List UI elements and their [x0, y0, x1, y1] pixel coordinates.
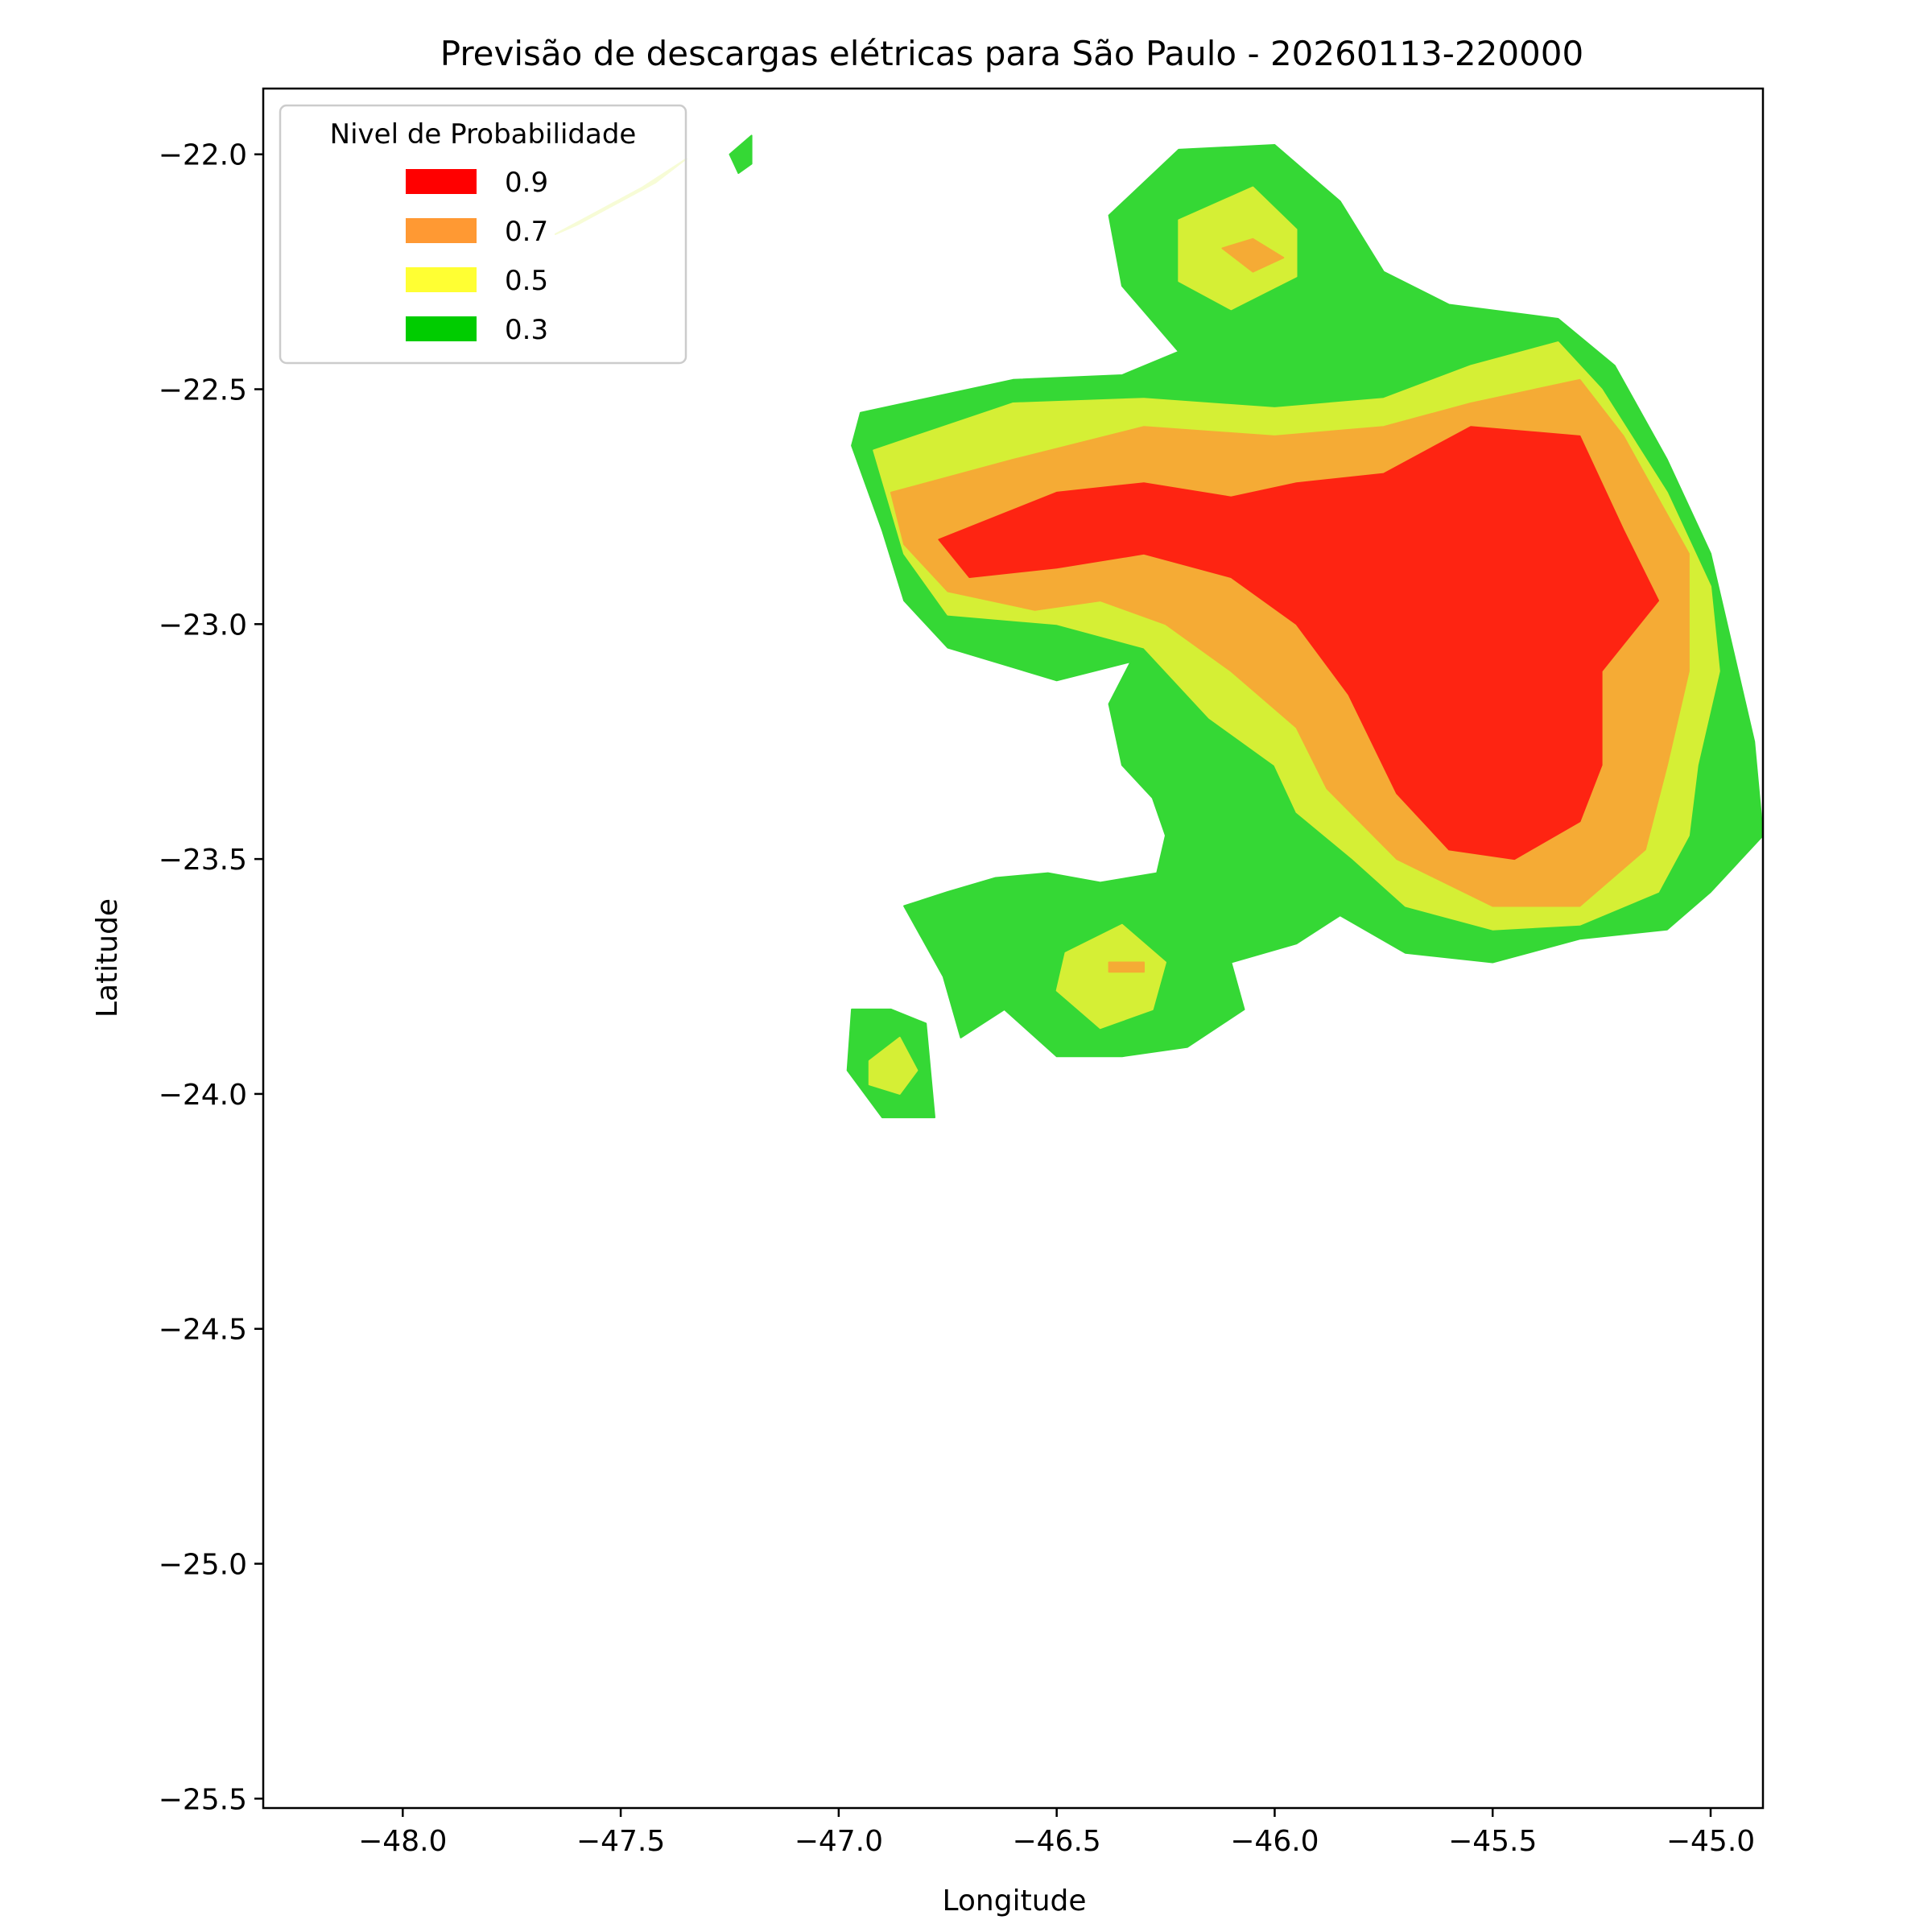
y-tick-label: −23.5: [159, 844, 247, 877]
contour-region-07-1: [1221, 237, 1285, 273]
legend-title: Nivel de Probabilidade: [330, 118, 637, 151]
x-tick-label: −45.5: [1448, 1825, 1537, 1858]
x-tick-label: −47.5: [576, 1825, 665, 1858]
x-tick-label: −47.0: [795, 1825, 883, 1858]
legend-entry-label: 0.5: [505, 265, 548, 297]
x-axis-ticks: −48.0 −47.5 −47.0 −46.5 −46.0 −45.5 −45.0: [358, 1808, 1755, 1858]
x-axis-label: Longitude: [942, 1885, 1086, 1918]
contour-region-05-3: [868, 1036, 919, 1095]
y-tick-label: −25.0: [159, 1549, 247, 1582]
y-tick-label: −25.5: [159, 1783, 247, 1816]
y-tick-label: −24.5: [159, 1314, 247, 1347]
legend-entry-label: 0.3: [505, 314, 548, 346]
legend-entries: 0.9 0.7 0.5 0.3: [406, 167, 548, 346]
legend-entry-label: 0.7: [505, 216, 548, 248]
contour-layers: [554, 134, 1763, 1119]
legend: Nivel de Probabilidade 0.9 0.7 0.5 0.3: [279, 104, 687, 365]
legend-swatch: [406, 316, 477, 341]
x-tick-label: −45.0: [1666, 1825, 1755, 1858]
legend-swatch: [406, 267, 477, 292]
y-axis-ticks: −22.0 −22.5 −23.0 −23.5 −24.0 −24.5 −25.0 −25.5: [159, 139, 263, 1816]
y-tick-label: −23.0: [159, 609, 247, 642]
y-axis-label: Latitude: [91, 898, 124, 1018]
contour-region-07-2: [1108, 961, 1145, 973]
legend-box: [279, 104, 687, 365]
chart-title: Previsão de descargas elétricas para São…: [440, 34, 1583, 73]
contour-region-05-2: [1055, 923, 1166, 1030]
plot-frame: [262, 87, 1765, 1810]
y-tick-label: −22.0: [159, 139, 247, 172]
contour-region-03-2: [729, 134, 753, 174]
x-tick-label: −48.0: [358, 1825, 447, 1858]
y-tick-label: −22.5: [159, 374, 247, 407]
legend-swatch: [406, 218, 477, 243]
legend-swatch: [406, 169, 477, 194]
x-tick-label: −46.5: [1012, 1825, 1100, 1858]
contour-region-09-0: [938, 426, 1659, 861]
x-tick-label: −46.0: [1230, 1825, 1319, 1858]
y-tick-label: −24.0: [159, 1079, 247, 1112]
legend-entry-label: 0.9: [505, 167, 548, 199]
